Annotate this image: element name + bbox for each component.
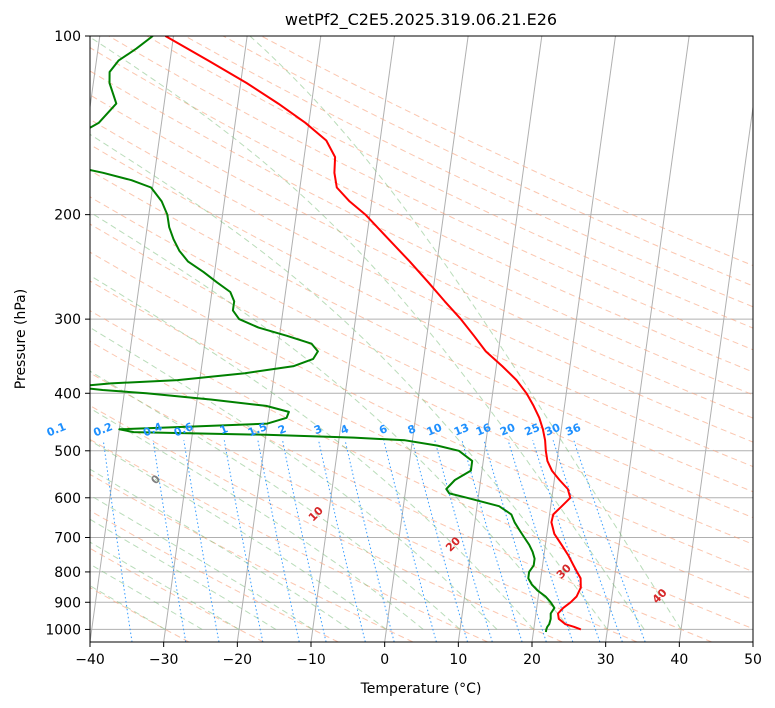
mixing-ratio-line bbox=[552, 440, 623, 642]
y-tick-label: 700 bbox=[54, 531, 81, 547]
dry-adiabat-line bbox=[222, 36, 753, 287]
y-tick-label: 100 bbox=[54, 29, 81, 45]
mixing-ratio-label: 20 bbox=[498, 421, 517, 439]
y-tick-label: 300 bbox=[54, 312, 81, 328]
x-tick-label: 20 bbox=[523, 652, 541, 668]
x-tick-label: −20 bbox=[223, 652, 253, 668]
moist-adiabat-line bbox=[90, 439, 387, 630]
y-tick-label: 200 bbox=[54, 208, 81, 224]
dry-adiabat-line bbox=[90, 169, 753, 493]
isotherm-line bbox=[605, 36, 690, 642]
x-tick-label: −40 bbox=[75, 652, 105, 668]
mixing-ratio-line bbox=[152, 440, 187, 642]
moist-adiabat-line bbox=[90, 563, 203, 630]
mixing-ratio-line bbox=[102, 440, 133, 642]
x-axis: −40 −30 −20 −10 0 10 20 30 40 50 bbox=[75, 642, 762, 668]
temperature-profile-line bbox=[164, 36, 582, 631]
mixing-ratio-label: 8 bbox=[406, 422, 418, 437]
dry-adiabat-line bbox=[90, 310, 753, 630]
y-tick-label: 800 bbox=[54, 565, 81, 581]
mixing-ratio-label: 13 bbox=[452, 421, 471, 439]
y-tick-label: 1000 bbox=[45, 622, 81, 638]
chart-title: wetPf2_C2E5.2025.319.06.21.E26 bbox=[285, 10, 557, 30]
mixing-ratio-line bbox=[411, 440, 468, 642]
moist-adiabat-line bbox=[90, 518, 277, 630]
moist-adiabat-line bbox=[249, 36, 682, 630]
isotherm-line bbox=[531, 36, 616, 642]
isotherm-line bbox=[457, 36, 543, 642]
isotherm-line bbox=[90, 36, 174, 642]
moist-adiabat-line bbox=[90, 326, 498, 630]
moist-adiabat-line bbox=[90, 468, 350, 630]
mixing-ratio-label: 30 bbox=[543, 421, 562, 439]
mixing-ratio-line bbox=[573, 440, 646, 642]
mixing-ratio-label: 36 bbox=[564, 421, 583, 439]
dewpoint-profile-line bbox=[90, 36, 556, 633]
y-tick-label: 600 bbox=[54, 491, 81, 507]
x-tick-label: 10 bbox=[449, 652, 467, 668]
dry-adiabat-line bbox=[90, 405, 563, 642]
moist-adiabat-line bbox=[90, 36, 645, 630]
y-tick-label: 400 bbox=[54, 386, 81, 402]
mixing-ratio-label: 2 bbox=[276, 422, 288, 437]
dry-adiabat-line bbox=[90, 372, 638, 642]
mixing-ratio-label: 1 bbox=[218, 422, 230, 437]
dry-adiabat-line bbox=[90, 510, 339, 642]
y-axis: 1000 900 800 700 600 500 400 300 200 100 bbox=[45, 29, 90, 638]
mixing-ratio-line bbox=[223, 440, 264, 642]
moist-adiabat-line bbox=[90, 541, 240, 630]
y-tick-label: 900 bbox=[54, 595, 81, 611]
x-tick-label: −10 bbox=[296, 652, 326, 668]
mixing-ratio-line bbox=[461, 440, 523, 642]
mixing-ratio-label: 10 bbox=[425, 421, 444, 439]
mixing-ratio-label: 25 bbox=[523, 421, 542, 439]
mixing-ratio-line bbox=[344, 440, 395, 642]
isotherm-line bbox=[384, 36, 469, 642]
mixing-ratio-line bbox=[318, 440, 366, 642]
dry-adiabat-line bbox=[90, 280, 753, 601]
x-tick-label: 40 bbox=[670, 652, 688, 668]
mixing-ratio-label: 3 bbox=[312, 422, 324, 437]
dry-adiabat-line bbox=[90, 340, 712, 642]
plot-frame bbox=[89, 35, 754, 643]
isotherm-line bbox=[236, 36, 322, 642]
dry-adiabat-line bbox=[108, 36, 753, 351]
x-tick-label: 0 bbox=[380, 652, 389, 668]
dry-adiabat-line bbox=[90, 196, 753, 519]
dry-adiabat-line bbox=[90, 547, 264, 642]
mixing-ratio-line bbox=[383, 440, 437, 642]
moist-adiabat-line bbox=[90, 407, 424, 630]
mixing-ratio-label: 16 bbox=[474, 421, 493, 439]
dry-adiabat-line bbox=[90, 251, 753, 573]
dry-adiabat-line bbox=[146, 36, 753, 329]
x-tick-label: −30 bbox=[149, 652, 179, 668]
mixing-ratio-line bbox=[183, 440, 220, 642]
mixing-ratio-line bbox=[257, 440, 300, 642]
y-tick-label: 500 bbox=[54, 444, 81, 460]
moist-adiabat-line bbox=[90, 370, 461, 630]
x-tick-label: 50 bbox=[744, 652, 762, 668]
moist-adiabat-line bbox=[90, 585, 166, 630]
mixing-ratio-line bbox=[282, 440, 327, 642]
moist-adiabat-line bbox=[90, 133, 608, 630]
isotherm-line bbox=[678, 103, 753, 642]
dry-adiabat-line bbox=[90, 70, 753, 396]
x-tick-label: 30 bbox=[597, 652, 615, 668]
x-axis-label: Temperature (°C) bbox=[360, 681, 482, 697]
dry-adiabat-line bbox=[90, 223, 753, 545]
y-axis-label: Pressure (hPa) bbox=[13, 289, 29, 389]
dry-adiabat-line bbox=[90, 94, 753, 419]
mixing-ratio-line bbox=[434, 440, 493, 642]
